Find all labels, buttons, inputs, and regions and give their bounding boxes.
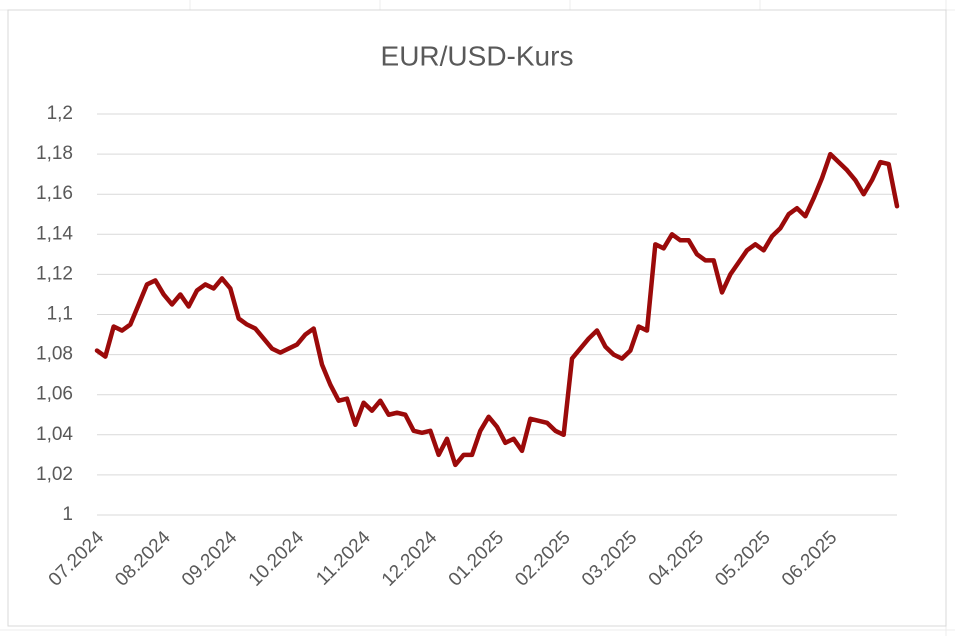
y-tick-label: 1,12 [36,263,73,284]
chart-title: EUR/USD-Kurs [381,40,574,71]
y-tick-label: 1 [62,504,73,525]
y-tick-label: 1,2 [47,103,73,124]
price-line [94,151,900,468]
y-tick-label: 1,14 [36,223,73,244]
y-tick-label: 1,1 [47,304,73,325]
y-tick-label: 1,06 [36,384,73,405]
chart-frame [7,9,947,627]
y-tick-label: 1,04 [36,424,73,445]
y-tick-label: 1,02 [36,464,73,485]
plot [94,151,900,468]
y-tick-label: 1,16 [36,183,73,204]
y-tick-label: 1,08 [36,344,73,365]
y-tick-label: 1,18 [36,143,73,164]
